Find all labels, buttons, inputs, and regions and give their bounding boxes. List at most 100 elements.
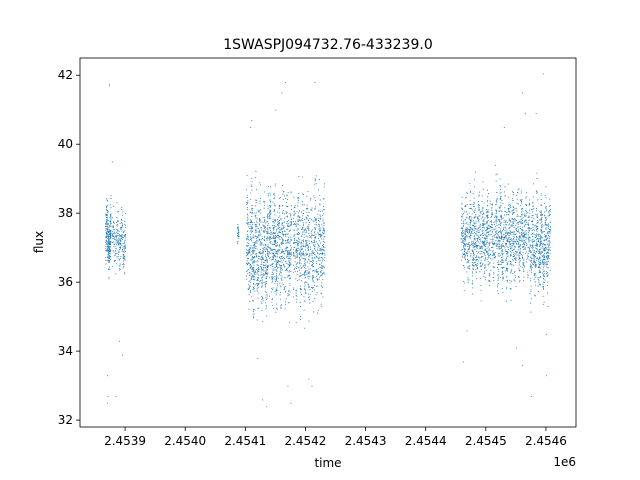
data-point: [469, 238, 471, 240]
data-point: [519, 239, 521, 241]
data-point: [264, 202, 266, 204]
data-point: [110, 225, 112, 227]
data-point: [463, 251, 465, 253]
data-point: [496, 173, 498, 175]
data-point: [266, 248, 268, 250]
data-point: [546, 255, 548, 257]
data-point: [511, 244, 513, 246]
data-point: [285, 236, 287, 238]
data-point: [466, 228, 468, 230]
data-point: [544, 219, 546, 221]
data-point: [107, 244, 109, 246]
data-point: [523, 280, 524, 282]
data-point: [536, 238, 537, 240]
data-point: [289, 224, 291, 226]
data-point: [264, 259, 266, 261]
data-point: [538, 251, 540, 253]
data-point: [463, 267, 465, 269]
data-point: [305, 289, 307, 291]
data-point: [307, 254, 309, 256]
data-point: [515, 260, 517, 262]
data-point: [536, 222, 538, 224]
data-point: [549, 221, 551, 223]
data-point: [304, 265, 306, 267]
data-point: [321, 306, 323, 308]
data-point: [247, 258, 248, 260]
data-point: [297, 205, 299, 207]
data-point: [255, 248, 257, 249]
data-point: [519, 255, 521, 257]
data-point: [518, 267, 520, 269]
data-point: [319, 236, 321, 238]
data-point: [468, 231, 470, 233]
data-point: [237, 223, 239, 225]
data-point: [483, 242, 485, 244]
data-point: [274, 231, 276, 233]
data-point: [253, 275, 255, 277]
data-point: [522, 210, 524, 212]
data-point: [533, 208, 535, 210]
data-point: [287, 263, 289, 265]
data-point: [259, 219, 261, 220]
data-point: [262, 259, 264, 260]
data-point: [461, 234, 463, 236]
data-point: [289, 260, 291, 262]
data-point: [290, 402, 292, 404]
data-point: [262, 269, 264, 271]
data-point: [519, 199, 521, 201]
data-point: [276, 265, 278, 267]
data-point: [109, 245, 111, 247]
data-point: [500, 205, 502, 207]
data-point: [546, 227, 548, 229]
data-point: [548, 226, 549, 227]
data-point: [290, 216, 292, 218]
data-point: [488, 249, 490, 251]
data-point: [512, 225, 514, 226]
data-point: [303, 309, 305, 311]
data-point: [255, 253, 257, 255]
data-point: [479, 215, 481, 217]
data-point: [476, 255, 478, 257]
data-point: [510, 271, 512, 273]
data-point: [544, 279, 546, 281]
data-point: [489, 243, 491, 245]
data-point: [535, 224, 537, 226]
data-point: [538, 264, 540, 266]
data-point: [514, 275, 516, 277]
data-point: [511, 224, 513, 226]
data-point: [510, 244, 512, 245]
data-point: [287, 240, 289, 242]
data-point: [492, 243, 494, 244]
data-point: [289, 275, 291, 277]
data-point: [304, 275, 306, 277]
data-point: [297, 237, 299, 239]
data-point: [250, 254, 252, 256]
data-point: [260, 256, 262, 258]
data-point: [253, 245, 255, 247]
data-point: [290, 208, 292, 210]
data-point: [283, 225, 285, 227]
data-point: [251, 181, 253, 183]
data-point: [538, 241, 540, 242]
data-point: [489, 273, 491, 275]
data-point: [461, 259, 462, 261]
data-point: [279, 261, 281, 263]
data-point: [510, 262, 512, 264]
data-point: [297, 228, 299, 230]
data-point: [502, 217, 504, 219]
data-point: [549, 228, 551, 230]
data-point: [463, 253, 465, 255]
data-point: [259, 202, 261, 204]
data-point: [265, 263, 267, 265]
data-point: [520, 238, 522, 240]
data-point: [501, 273, 503, 275]
data-point: [279, 231, 281, 233]
data-point: [497, 267, 498, 268]
data-point: [274, 241, 276, 243]
data-point: [284, 303, 286, 305]
data-point: [311, 232, 313, 234]
data-point: [107, 244, 108, 246]
data-point: [122, 214, 124, 216]
data-point: [106, 247, 108, 249]
data-point: [122, 254, 124, 256]
